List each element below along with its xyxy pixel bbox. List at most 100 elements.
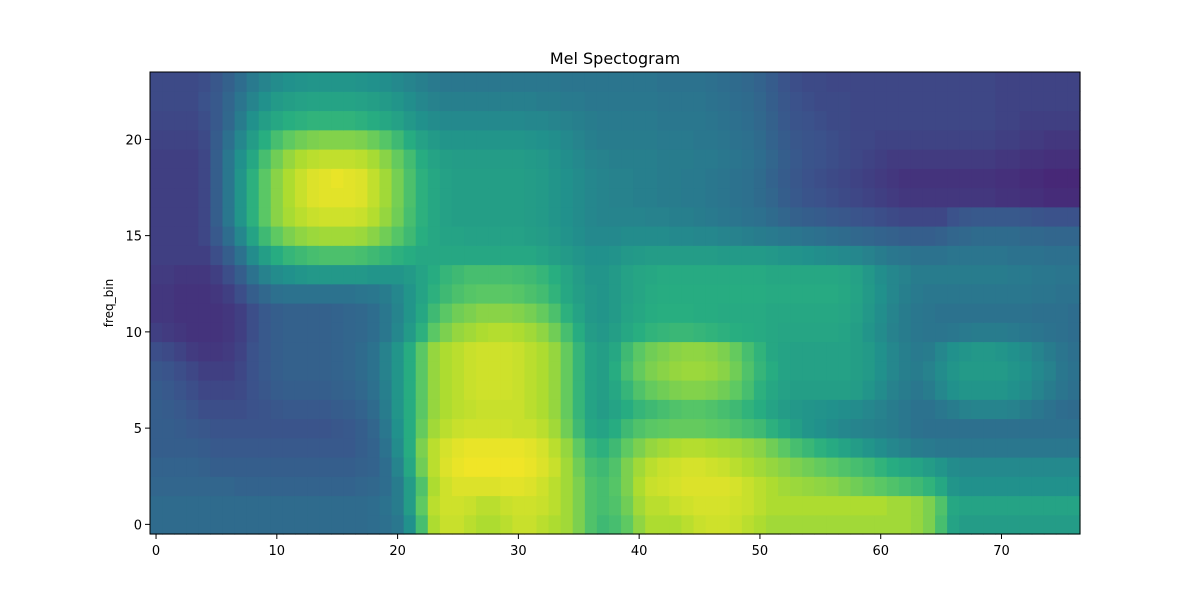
x-tick-label: 20 (389, 544, 406, 559)
heatmap-cell (657, 418, 670, 439)
heatmap-cell (596, 187, 610, 208)
heatmap-cell (560, 129, 574, 150)
heatmap-cell (367, 322, 381, 343)
heatmap-cell (1043, 264, 1057, 285)
heatmap-cell (862, 380, 876, 400)
heatmap-cell (947, 380, 960, 400)
heatmap-cell (427, 457, 441, 477)
heatmap-cell (1007, 495, 1021, 516)
heatmap-cell (910, 303, 924, 323)
heatmap-cell (1019, 206, 1033, 227)
heatmap-cell (1031, 91, 1045, 112)
heatmap-cell (512, 168, 526, 189)
heatmap-cell (500, 72, 513, 92)
heatmap-cell (971, 495, 984, 516)
heatmap-cell (174, 437, 187, 458)
heatmap-cell (790, 206, 803, 227)
heatmap-cell (548, 264, 562, 285)
heatmap-cell (282, 91, 296, 112)
heatmap-cell (186, 514, 199, 535)
heatmap-cell (560, 437, 574, 458)
heatmap-cell (512, 303, 526, 323)
heatmap-cell (536, 514, 550, 535)
heatmap-cell (1055, 110, 1069, 131)
heatmap-cell (536, 245, 550, 266)
heatmap-cell (198, 457, 211, 477)
heatmap-cell (403, 418, 417, 439)
heatmap-cell (500, 399, 513, 420)
heatmap-cell (790, 437, 803, 458)
heatmap-cell (572, 264, 586, 285)
plot-frame (149, 71, 1081, 535)
heatmap-cell (439, 322, 453, 343)
heatmap-cell (198, 514, 211, 535)
heatmap-cell (814, 457, 827, 477)
heatmap-cell (874, 245, 888, 266)
heatmap-cell (355, 149, 368, 169)
heatmap-cell (415, 187, 429, 208)
heatmap-cell (512, 283, 526, 304)
heatmap-cell (596, 495, 610, 516)
heatmap-cell (355, 129, 368, 150)
heatmap-cell (705, 303, 719, 323)
heatmap-cell (947, 72, 960, 92)
heatmap-cell (319, 303, 332, 323)
heatmap-cell (621, 226, 634, 246)
heatmap-cell (765, 283, 779, 304)
heatmap-cell (826, 322, 840, 343)
heatmap-cell (1031, 360, 1045, 381)
heatmap-cell (717, 514, 731, 535)
heatmap-cell (874, 110, 888, 131)
heatmap-cell (500, 149, 513, 169)
heatmap-cell (1055, 399, 1069, 420)
heatmap-cell (500, 495, 513, 516)
heatmap-cell (874, 91, 888, 112)
heatmap-cell (862, 168, 876, 189)
heatmap-cell (584, 380, 598, 400)
heatmap-cell (282, 110, 296, 131)
heatmap-cell (790, 303, 803, 323)
heatmap-cell (790, 476, 803, 497)
heatmap-cell (705, 399, 719, 420)
heatmap-cell (1019, 245, 1033, 266)
heatmap-cell (1007, 283, 1021, 304)
heatmap-cell (584, 206, 598, 227)
heatmap-cell (705, 129, 719, 150)
heatmap-cell (488, 245, 501, 266)
heatmap-cell (572, 495, 586, 516)
heatmap-cell (572, 322, 586, 343)
heatmap-cell (451, 360, 465, 381)
heatmap-cell (355, 245, 368, 266)
heatmap-cell (234, 495, 248, 516)
heatmap-cell (572, 360, 586, 381)
heatmap-cell (500, 476, 513, 497)
heatmap-cell (1031, 303, 1045, 323)
heatmap-cell (282, 206, 296, 227)
heatmap-cell (862, 72, 876, 92)
heatmap-cell (645, 245, 658, 266)
heatmap-cell (282, 245, 296, 266)
heatmap-cell (355, 206, 368, 227)
heatmap-cell (971, 245, 984, 266)
heatmap-cell (258, 226, 272, 246)
heatmap-cell (186, 226, 199, 246)
heatmap-cell (1055, 129, 1069, 150)
heatmap-cell (898, 206, 912, 227)
heatmap-cell (705, 341, 719, 362)
heatmap-cell (174, 418, 187, 439)
heatmap-cell (584, 91, 598, 112)
heatmap-cell (802, 168, 815, 189)
heatmap-cell (379, 514, 393, 535)
heatmap-cell (355, 264, 368, 285)
heatmap-cell (584, 168, 598, 189)
heatmap-cell (560, 476, 574, 497)
heatmap-cell (379, 264, 393, 285)
heatmap-cell (1055, 303, 1069, 323)
heatmap-cell (331, 91, 344, 112)
heatmap-cell (307, 129, 320, 150)
heatmap-cell (307, 91, 320, 112)
heatmap-cell (705, 226, 719, 246)
heatmap-cell (1007, 341, 1021, 362)
heatmap-cell (608, 322, 622, 343)
heatmap-cell (1007, 187, 1021, 208)
